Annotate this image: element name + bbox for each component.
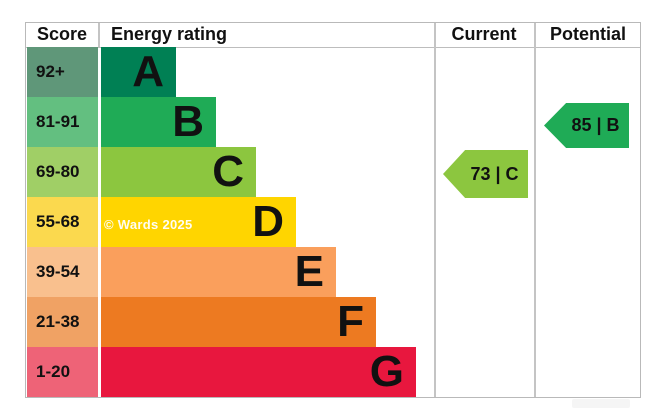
header-underline xyxy=(26,47,640,48)
band-bar-a: A xyxy=(101,47,176,97)
score-header-divider xyxy=(98,23,100,47)
band-bar-e: E xyxy=(101,247,336,297)
potential-column-header: Potential xyxy=(549,24,626,44)
current-column-divider xyxy=(434,23,436,397)
score-range-b: 81-91 xyxy=(27,97,98,147)
potential-column-divider xyxy=(534,23,536,397)
potential-rating-arrow: 85 | B xyxy=(544,103,629,148)
band-bar-d: D xyxy=(101,197,296,247)
score-range-f: 21-38 xyxy=(27,297,98,347)
copyright-watermark: © Wards 2025 xyxy=(104,217,193,232)
band-bar-c: C xyxy=(101,147,256,197)
energy-rating-column-header: Energy rating xyxy=(111,24,228,44)
score-range-e: 39-54 xyxy=(27,247,98,297)
current-column-header: Current xyxy=(451,24,517,44)
current-rating-arrow: 73 | C xyxy=(443,150,528,198)
faint-watermark xyxy=(572,399,630,408)
score-column-header: Score xyxy=(36,24,88,44)
band-bar-f: F xyxy=(101,297,376,347)
band-bar-b: B xyxy=(101,97,216,147)
score-range-c: 69-80 xyxy=(27,147,98,197)
band-bar-g: G xyxy=(101,347,416,397)
score-range-d: 55-68 xyxy=(27,197,98,247)
score-range-a: 92+ xyxy=(27,47,98,97)
score-range-g: 1-20 xyxy=(27,347,98,397)
epc-table: Score Energy rating Current Potential 92… xyxy=(25,22,641,398)
